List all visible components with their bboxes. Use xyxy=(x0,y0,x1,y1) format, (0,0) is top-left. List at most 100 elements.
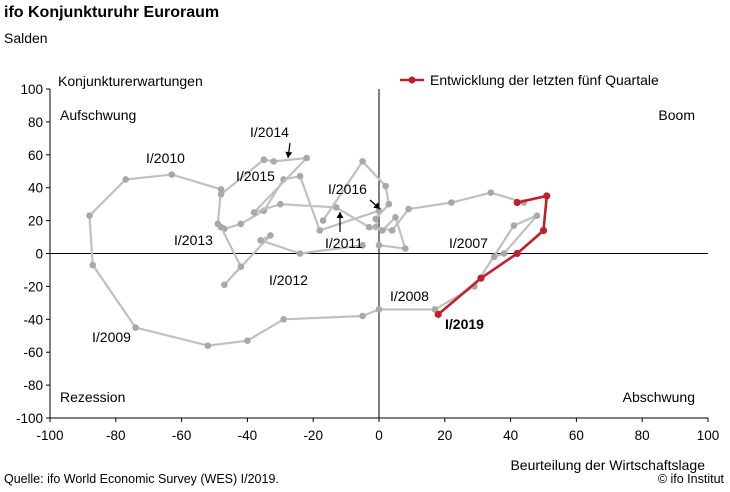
y-tick-label: 100 xyxy=(20,82,43,97)
annotation-label: I/2011 xyxy=(325,235,363,251)
data-point xyxy=(257,237,264,244)
data-point xyxy=(375,241,383,249)
data-point-recent xyxy=(477,274,485,282)
data-point xyxy=(405,205,412,213)
annotation-arrowhead xyxy=(373,202,380,209)
y-tick-label: 20 xyxy=(28,214,43,229)
data-point xyxy=(359,241,366,249)
data-point xyxy=(168,171,176,178)
x-tick-label: -100 xyxy=(36,428,63,443)
data-point xyxy=(365,223,373,231)
data-point xyxy=(217,186,225,193)
data-point xyxy=(237,220,245,228)
x-tick-label: 0 xyxy=(375,428,383,443)
chart-title: ifo Konjunkturuhr Euroraum xyxy=(4,4,220,21)
data-point xyxy=(359,158,366,165)
y-tick-label: 60 xyxy=(28,148,43,163)
y-tick-label: 80 xyxy=(28,115,43,130)
data-point-recent xyxy=(543,192,551,200)
data-point xyxy=(270,158,278,165)
data-point xyxy=(510,222,518,229)
y-tick-label: 0 xyxy=(35,247,43,262)
annotation-label: I/2019 xyxy=(445,316,484,332)
x-axis-label: Beurteilung der Wirtschaftslage xyxy=(510,457,705,473)
x-tick-label: 40 xyxy=(503,428,518,443)
annotation-label: I/2014 xyxy=(250,124,289,140)
annotation-label: I/2010 xyxy=(146,150,185,166)
chart-subtitle: Salden xyxy=(4,30,48,46)
x-tick-label: -80 xyxy=(106,428,126,443)
data-point-recent xyxy=(513,249,521,258)
x-tick-label: -40 xyxy=(238,428,258,443)
annotation-arrowhead xyxy=(336,212,344,218)
data-point xyxy=(86,212,93,219)
x-tick-label: 100 xyxy=(697,428,720,443)
data-point xyxy=(490,253,498,261)
source-note: Quelle: ifo World Economic Survey (WES) … xyxy=(4,472,279,486)
x-tick-label: 80 xyxy=(635,428,650,443)
legend-marker xyxy=(408,76,416,84)
data-point xyxy=(431,306,439,313)
data-point xyxy=(533,212,541,219)
data-point xyxy=(244,337,251,344)
annotation-labels-group: I/2014 I/2015 I/2010 I/2016 I/2011 I/2013 I/20… xyxy=(92,124,488,345)
tick-labels-group: -100 -80 -60 -40 -20 0 20 40 60 80 100 -100 -80 -60 -4… xyxy=(16,82,719,443)
data-point xyxy=(89,261,97,269)
data-point xyxy=(402,245,409,252)
data-point xyxy=(392,214,399,221)
data-point xyxy=(319,217,327,224)
annotation-label: I/2016 xyxy=(328,181,367,197)
data-point-recent xyxy=(513,198,521,207)
data-point xyxy=(217,190,225,198)
legend-entry: Entwicklung der letzten fünf Quartale xyxy=(430,72,659,88)
quadrant-label-abschwung: Abschwung xyxy=(623,389,695,405)
data-point xyxy=(204,342,212,349)
annotation-label: I/2007 xyxy=(449,235,488,251)
y-tick-label: -100 xyxy=(16,411,43,426)
data-point xyxy=(296,250,304,257)
y-tick-label: -20 xyxy=(23,279,43,294)
data-point xyxy=(280,316,287,323)
data-point xyxy=(217,223,225,231)
y-tick-label: -40 xyxy=(23,312,43,327)
annotation-label: I/2012 xyxy=(269,272,308,288)
x-tick-label: 60 xyxy=(569,428,584,443)
data-point-recent xyxy=(434,310,442,318)
annotation-label: I/2015 xyxy=(236,168,275,184)
annotation-label: I/2013 xyxy=(174,232,213,248)
annotation-label: I/2009 xyxy=(92,329,131,345)
y-tick-label: -60 xyxy=(23,345,43,360)
data-point xyxy=(332,204,340,211)
copyright-note: © ifo Institut xyxy=(657,472,724,486)
y-axis-label: Konjunkturerwartungen xyxy=(58,73,203,89)
axes-group xyxy=(49,89,708,419)
annotation-arrowhead xyxy=(285,151,293,158)
data-point xyxy=(500,250,508,257)
quadrant-label-aufschwung: Aufschwung xyxy=(60,107,136,123)
series-line-last-five-quarters xyxy=(437,194,549,316)
data-point xyxy=(237,263,245,270)
data-point xyxy=(385,200,393,208)
data-point xyxy=(388,227,396,234)
annotation-label: I/2008 xyxy=(390,288,429,304)
series-group xyxy=(86,154,551,349)
x-tick-label: -20 xyxy=(303,428,323,443)
data-point xyxy=(132,324,139,331)
data-point xyxy=(448,199,455,206)
data-point xyxy=(296,172,304,180)
x-tick-label: -60 xyxy=(172,428,192,443)
data-point xyxy=(267,232,274,239)
data-point-recent xyxy=(539,226,548,235)
x-tick-label: 20 xyxy=(437,428,452,443)
data-point xyxy=(359,312,366,320)
data-point xyxy=(316,227,324,234)
data-point xyxy=(122,176,129,183)
data-point xyxy=(375,306,383,313)
data-point xyxy=(277,200,284,208)
quadrant-label-rezession: Rezession xyxy=(60,389,125,405)
data-point xyxy=(221,281,228,289)
legend: Entwicklung der letzten fünf Quartale xyxy=(400,72,659,88)
quadrant-label-boom: Boom xyxy=(658,107,695,123)
data-point xyxy=(372,215,380,223)
